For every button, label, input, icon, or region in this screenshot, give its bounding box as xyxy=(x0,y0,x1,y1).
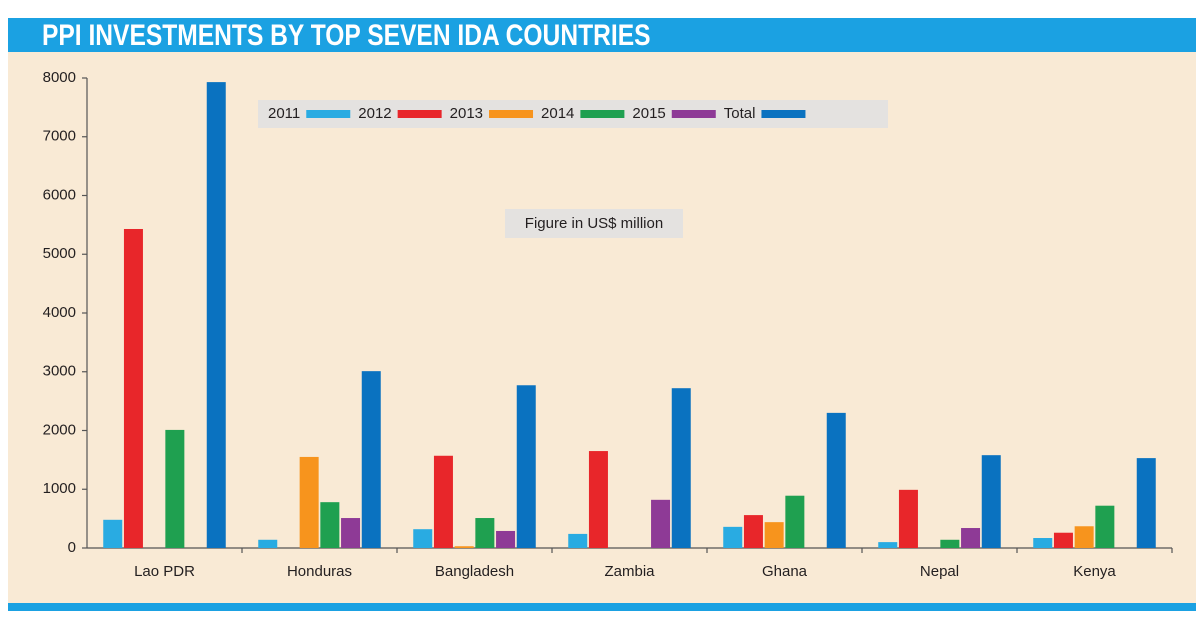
bar xyxy=(588,451,608,548)
legend-swatch xyxy=(306,110,351,118)
bar xyxy=(496,530,516,548)
bar xyxy=(671,388,691,548)
y-tick-label: 0 xyxy=(68,539,76,556)
y-tick-label: 1000 xyxy=(43,480,76,497)
legend-swatch xyxy=(671,110,716,118)
bar xyxy=(898,489,918,548)
bar xyxy=(206,82,226,549)
chart-title: PPI INVESTMENTS BY TOP SEVEN IDA COUNTRI… xyxy=(42,18,650,52)
bar xyxy=(1136,458,1156,548)
y-tick-label: 5000 xyxy=(43,245,76,262)
bar xyxy=(981,455,1001,548)
bar xyxy=(341,518,361,548)
x-tick-label: Bangladesh xyxy=(435,563,514,580)
bar xyxy=(651,499,671,548)
legend-swatch xyxy=(489,110,534,118)
bar xyxy=(433,455,453,548)
y-tick-label: 6000 xyxy=(43,186,76,203)
legend-label: 2015 xyxy=(632,105,665,122)
legend-label: 2012 xyxy=(358,105,391,122)
title-banner xyxy=(8,18,1196,52)
legend-label: 2011 xyxy=(268,105,300,122)
legend-swatch xyxy=(580,110,625,118)
x-tick-label: Ghana xyxy=(762,563,808,580)
y-tick-label: 2000 xyxy=(43,421,76,438)
legend-label: 2014 xyxy=(541,105,574,122)
bar xyxy=(878,542,898,548)
bar xyxy=(516,385,536,548)
bar xyxy=(961,528,981,548)
legend-swatch xyxy=(397,110,442,118)
bar xyxy=(320,502,340,548)
y-tick-label: 3000 xyxy=(43,363,76,380)
bar xyxy=(940,539,960,548)
bar xyxy=(165,429,185,548)
bar xyxy=(123,228,143,549)
y-tick-label: 8000 xyxy=(43,69,76,86)
bar xyxy=(299,456,319,548)
bar xyxy=(785,495,805,548)
x-tick-label: Kenya xyxy=(1073,563,1116,580)
legend-label: 2013 xyxy=(450,105,483,122)
bar xyxy=(826,412,846,548)
legend-swatch xyxy=(761,110,806,118)
x-tick-label: Zambia xyxy=(604,563,655,580)
bar xyxy=(361,371,381,548)
bar xyxy=(743,515,763,548)
annotation: Figure in US$ million xyxy=(525,215,663,232)
bar xyxy=(764,522,784,548)
bar xyxy=(568,533,588,548)
x-tick-label: Honduras xyxy=(287,563,352,580)
x-tick-label: Lao PDR xyxy=(134,563,195,580)
bar xyxy=(454,546,474,548)
legend-label: Total xyxy=(724,105,756,122)
y-tick-label: 7000 xyxy=(43,128,76,145)
bar xyxy=(1074,526,1094,548)
bar xyxy=(1053,532,1073,548)
annotation-box xyxy=(505,209,683,238)
bar xyxy=(258,539,278,548)
bar xyxy=(413,529,433,548)
bar xyxy=(103,519,123,548)
x-tick-label: Nepal xyxy=(920,563,959,580)
bar xyxy=(1033,538,1053,548)
y-tick-label: 4000 xyxy=(43,304,76,321)
bar xyxy=(475,518,495,548)
bar xyxy=(1095,505,1115,548)
bar xyxy=(723,526,743,548)
bottom-stripe xyxy=(8,603,1196,611)
